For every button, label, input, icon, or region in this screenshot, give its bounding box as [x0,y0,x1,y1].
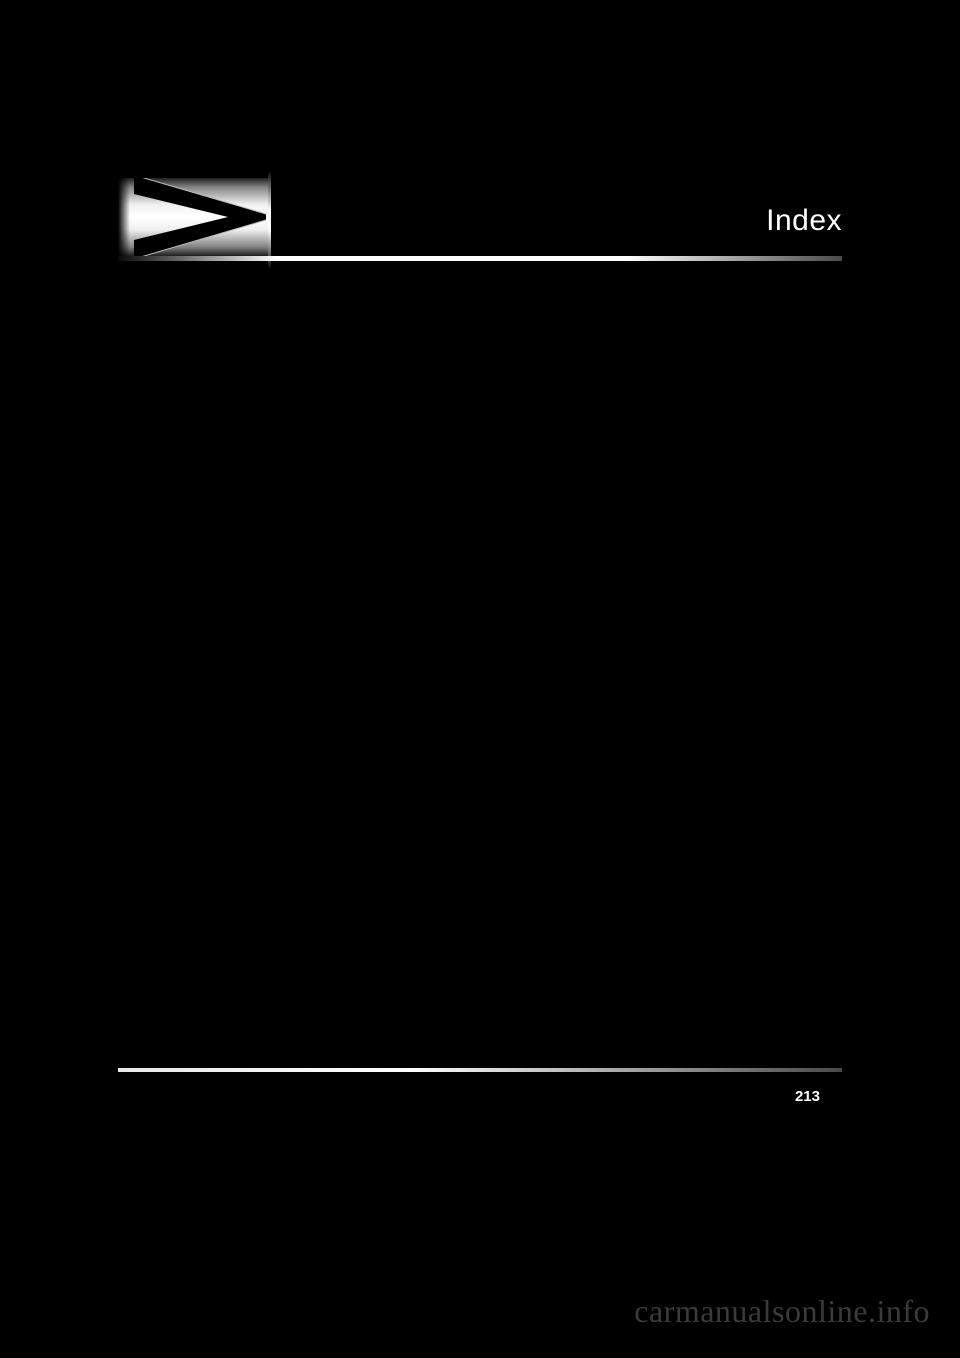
manual-page: Index 213 carmanualsonline.info [0,0,960,1358]
page-header: Index [118,178,800,266]
greater-than-icon [118,178,268,256]
chevron-emblem [118,178,268,256]
header-horizontal-rule [118,256,842,261]
watermark-text: carmanualsonline.info [634,1293,930,1330]
page-number: 213 [795,1088,820,1105]
header-vertical-divider [268,172,271,268]
page-title: Index [766,204,842,238]
footer-horizontal-rule [118,1068,842,1072]
